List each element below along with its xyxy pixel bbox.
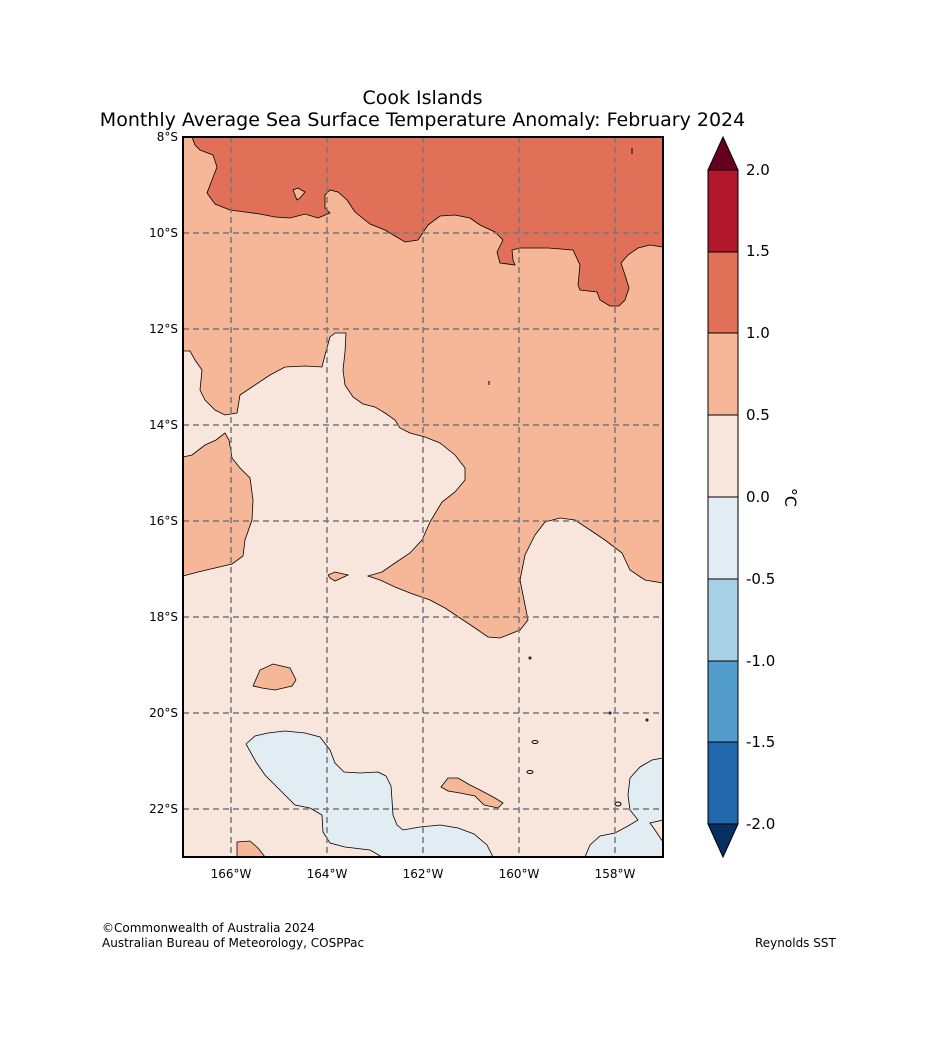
island-marker	[645, 718, 649, 722]
anomaly-0.5-1.0-patch	[327, 571, 350, 582]
lat-label: 10°S	[149, 226, 178, 240]
colorbar-tick-label: -1.5	[746, 733, 776, 751]
source-text: Reynolds SST	[755, 936, 836, 950]
island-marker	[531, 740, 539, 744]
anomaly-0.5-1.0-patch	[252, 663, 297, 691]
anomaly-0.5-1.0-region	[182, 432, 254, 577]
colorbar	[707, 135, 739, 859]
colorbar-swatch	[707, 332, 739, 416]
map-frame	[182, 136, 664, 858]
lat-label: 20°S	[149, 706, 178, 720]
colorbar-swatch	[707, 578, 739, 662]
lon-label: 166°W	[210, 867, 252, 881]
lon-label: 164°W	[306, 867, 348, 881]
colorbar-swatch	[707, 414, 739, 498]
colorbar-tick-label: 2.0	[746, 161, 770, 179]
colorbar-tick-label: 1.0	[746, 324, 770, 342]
colorbar-extend-low	[707, 823, 739, 859]
lat-label: 8°S	[156, 130, 178, 144]
colorbar-swatch	[707, 660, 739, 743]
lat-label: 14°S	[149, 418, 178, 432]
anomaly-0.5-1.0-patch	[440, 777, 504, 809]
colorbar-swatch	[707, 496, 739, 580]
lon-label: 162°W	[402, 867, 444, 881]
colorbar-swatch	[707, 169, 739, 253]
colorbar-tick-label: -1.0	[746, 652, 776, 670]
map-subtitle: Monthly Average Sea Surface Temperature …	[99, 109, 746, 131]
colorbar-tick-label: 0.0	[746, 488, 770, 506]
lat-label: 18°S	[149, 610, 178, 624]
colorbar-tick-label: 0.5	[746, 406, 770, 424]
colorbar-swatch	[707, 251, 739, 334]
lat-label: 16°S	[149, 514, 178, 528]
anomaly-neg0.5-0-region	[584, 757, 664, 858]
anomaly-0.5-1.0-patch	[292, 187, 306, 201]
lat-label: 22°S	[149, 802, 178, 816]
lat-label: 12°S	[149, 322, 178, 336]
colorbar-unit-label: °C	[781, 487, 801, 508]
colorbar-tick-label: -2.0	[746, 815, 776, 833]
lon-label: 158°W	[594, 867, 636, 881]
copyright-text: ©Commonwealth of Australia 2024	[102, 921, 315, 935]
agency-text: Australian Bureau of Meteorology, COSPPa…	[102, 936, 365, 950]
colorbar-extend-high	[707, 135, 739, 171]
anomaly-1.0-1.5-region	[191, 136, 664, 307]
island-markers	[488, 148, 649, 807]
map-title: Cook Islands	[362, 87, 483, 109]
island-marker	[614, 801, 622, 807]
colorbar-tick-label: -0.5	[746, 570, 776, 588]
colorbar-tick-label: 1.5	[746, 242, 770, 260]
lon-label: 160°W	[498, 867, 540, 881]
anomaly-neg0.5-0-region	[245, 730, 494, 858]
island-marker	[528, 656, 532, 660]
island-marker	[526, 770, 534, 774]
colorbar-swatch	[707, 741, 739, 825]
gridlines	[183, 137, 663, 857]
